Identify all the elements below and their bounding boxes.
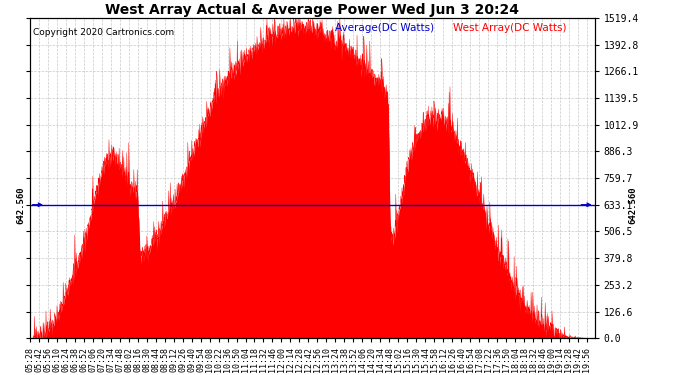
Text: West Array(DC Watts): West Array(DC Watts) bbox=[453, 23, 567, 33]
Text: Average(DC Watts): Average(DC Watts) bbox=[335, 23, 434, 33]
Text: Copyright 2020 Cartronics.com: Copyright 2020 Cartronics.com bbox=[32, 27, 174, 36]
Title: West Array Actual & Average Power Wed Jun 3 20:24: West Array Actual & Average Power Wed Ju… bbox=[106, 3, 520, 17]
Text: 642.560: 642.560 bbox=[629, 186, 638, 224]
Text: 642.560: 642.560 bbox=[17, 186, 26, 224]
